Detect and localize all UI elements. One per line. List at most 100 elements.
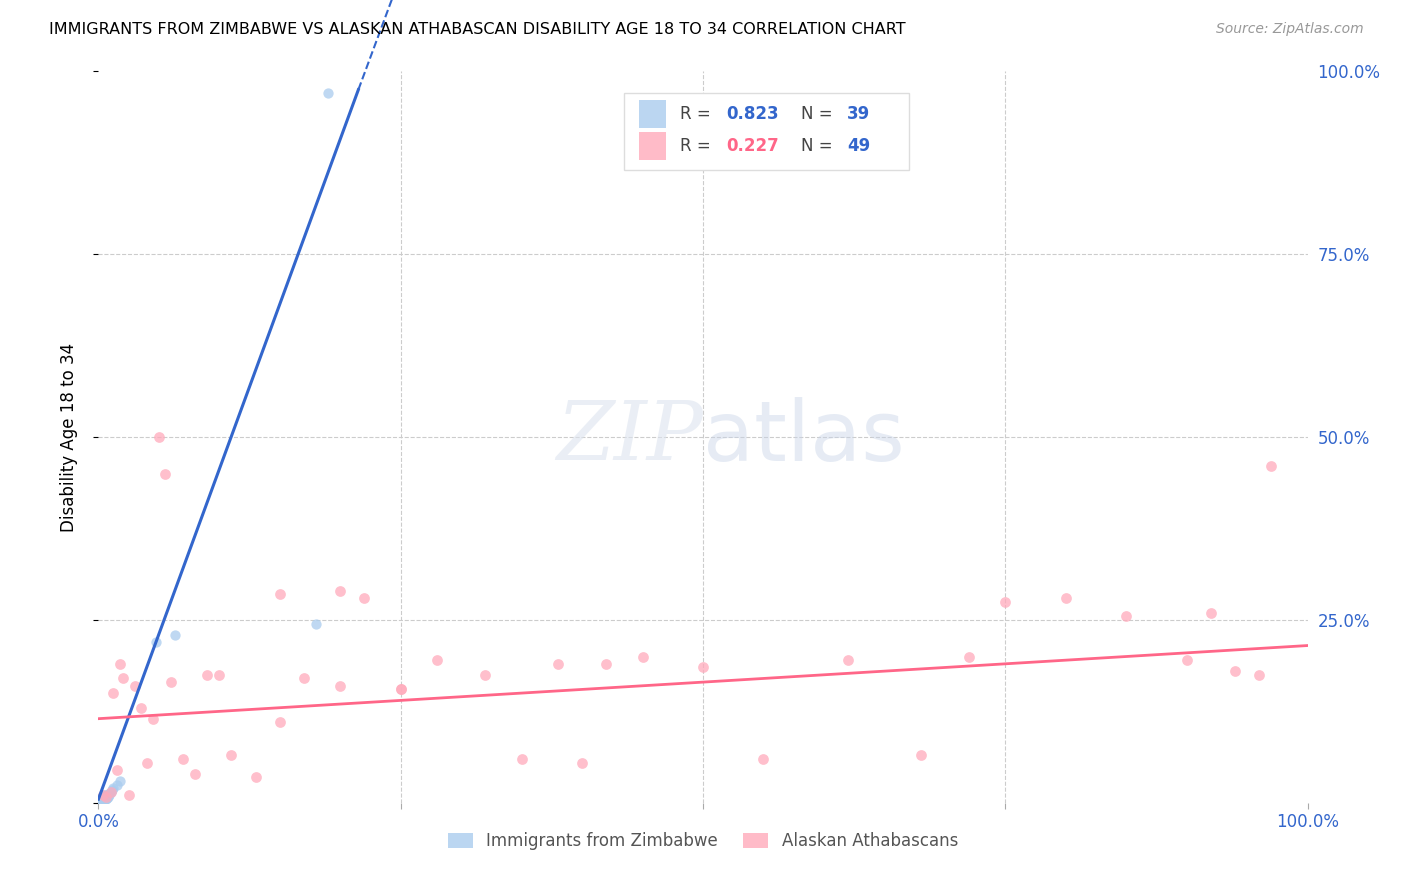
Point: [91, 794, 114, 808]
Point: [994, 594, 1017, 608]
Point: [957, 649, 980, 664]
Point: [837, 653, 859, 667]
Point: [91, 789, 114, 804]
Point: [1249, 667, 1271, 681]
Point: [94, 789, 117, 804]
Point: [208, 667, 231, 681]
Point: [353, 591, 375, 605]
Point: [1260, 459, 1282, 474]
Point: [91, 789, 114, 803]
Point: [145, 635, 167, 649]
FancyBboxPatch shape: [624, 94, 908, 170]
Point: [93, 793, 115, 807]
Point: [148, 430, 170, 444]
Point: [100, 785, 122, 799]
Point: [97, 787, 120, 801]
Text: R =: R =: [681, 137, 716, 155]
Text: 39: 39: [846, 104, 870, 123]
Text: N =: N =: [801, 137, 838, 155]
Point: [474, 667, 496, 681]
Point: [96, 789, 118, 803]
Point: [389, 682, 412, 697]
Text: IMMIGRANTS FROM ZIMBABWE VS ALASKAN ATHABASCAN DISABILITY AGE 18 TO 34 CORRELATI: IMMIGRANTS FROM ZIMBABWE VS ALASKAN ATHA…: [49, 22, 905, 37]
Point: [129, 700, 152, 714]
Point: [329, 583, 352, 598]
Point: [93, 789, 115, 803]
Point: [91, 792, 114, 806]
Point: [101, 781, 124, 796]
Point: [91, 789, 114, 804]
Point: [101, 686, 124, 700]
Point: [105, 778, 128, 792]
Point: [90, 793, 112, 807]
Point: [184, 766, 207, 780]
Point: [316, 87, 339, 101]
Point: [91, 794, 114, 808]
Point: [118, 789, 141, 803]
Point: [91, 792, 114, 806]
FancyBboxPatch shape: [638, 100, 665, 128]
Point: [631, 649, 654, 664]
Point: [90, 794, 112, 808]
Point: [89, 794, 111, 808]
Text: 0.227: 0.227: [725, 137, 779, 155]
Point: [93, 789, 115, 804]
Point: [90, 792, 112, 806]
Point: [94, 792, 117, 806]
Point: [1054, 591, 1077, 605]
Point: [100, 785, 122, 799]
Point: [96, 791, 118, 805]
Point: [160, 675, 183, 690]
Point: [108, 657, 131, 671]
Point: [94, 789, 117, 804]
FancyBboxPatch shape: [638, 132, 665, 160]
Point: [89, 794, 111, 808]
Point: [135, 756, 157, 770]
Point: [571, 756, 593, 770]
Point: [1175, 653, 1198, 667]
Point: [329, 679, 352, 693]
Legend: Immigrants from Zimbabwe, Alaskan Athabascans: Immigrants from Zimbabwe, Alaskan Athaba…: [441, 825, 965, 856]
Point: [292, 672, 315, 686]
Point: [124, 679, 146, 693]
Point: [98, 789, 121, 803]
Text: ZIP: ZIP: [557, 397, 703, 477]
Point: [142, 712, 165, 726]
Point: [752, 752, 775, 766]
Y-axis label: Disability Age 18 to 34: Disability Age 18 to 34: [59, 343, 77, 532]
Point: [1223, 664, 1246, 678]
Point: [547, 657, 569, 671]
Point: [153, 467, 176, 481]
Point: [269, 715, 291, 730]
Point: [90, 791, 112, 805]
Point: [692, 660, 714, 674]
Point: [245, 770, 267, 784]
Point: [105, 763, 128, 777]
Point: [90, 794, 112, 808]
Point: [269, 587, 291, 601]
Point: [89, 793, 111, 807]
Text: Source: ZipAtlas.com: Source: ZipAtlas.com: [1216, 22, 1364, 37]
Point: [389, 682, 412, 697]
Point: [305, 616, 328, 631]
Point: [91, 791, 114, 805]
Point: [510, 752, 533, 766]
Point: [94, 790, 117, 805]
Point: [111, 672, 134, 686]
Text: N =: N =: [801, 104, 838, 123]
Point: [100, 782, 122, 797]
Point: [163, 627, 186, 641]
Point: [1115, 609, 1137, 624]
Point: [195, 667, 218, 681]
Point: [91, 793, 114, 807]
Point: [93, 791, 115, 805]
Point: [108, 773, 131, 788]
Point: [97, 789, 120, 804]
Point: [1199, 606, 1222, 620]
Point: [91, 790, 114, 805]
Point: [172, 752, 194, 766]
Point: [595, 657, 617, 671]
Text: 49: 49: [846, 137, 870, 155]
Text: R =: R =: [681, 104, 716, 123]
Point: [221, 748, 243, 763]
